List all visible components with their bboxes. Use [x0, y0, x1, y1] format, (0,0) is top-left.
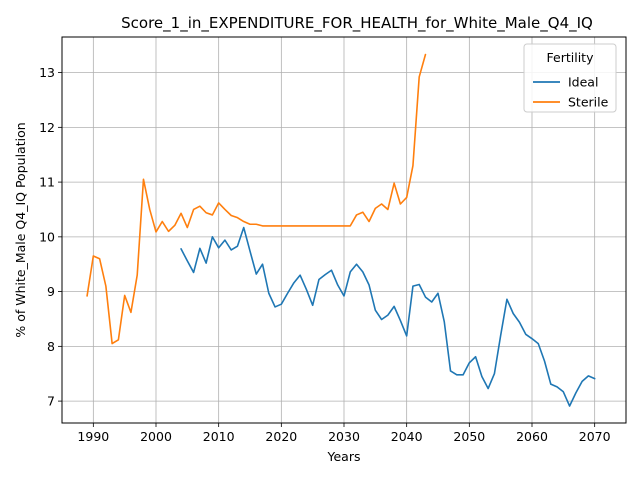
- x-tick-label: 2010: [203, 429, 235, 444]
- y-tick-label: 13: [39, 65, 55, 80]
- x-tick-label: 2020: [265, 429, 297, 444]
- x-tick-label: 2050: [453, 429, 485, 444]
- y-tick-label: 7: [47, 394, 55, 409]
- x-tick-label: 2040: [391, 429, 423, 444]
- x-tick-label: 2070: [579, 429, 611, 444]
- series-line-ideal: [180, 226, 596, 407]
- x-tick-label: 2060: [516, 429, 548, 444]
- x-axis: 1990 2000 2010 2020 2030 2040 2050 2060 2070: [77, 423, 611, 444]
- chart-title: Score_1_in_EXPENDITURE_FOR_HEALTH_for_Wh…: [121, 14, 593, 33]
- x-tick-label: 2030: [328, 429, 360, 444]
- y-tick-label: 9: [47, 284, 55, 299]
- legend-title: Fertility: [547, 50, 595, 65]
- y-tick-label: 10: [39, 229, 55, 244]
- y-tick-label: 12: [39, 120, 55, 135]
- series-line-sterile: [86, 53, 427, 345]
- x-tick-label: 2000: [140, 429, 172, 444]
- legend-label-sterile: Sterile: [568, 95, 609, 110]
- legend-box: [523, 43, 617, 113]
- legend: Fertility Ideal Sterile: [523, 43, 617, 113]
- y-tick-label: 8: [47, 339, 55, 354]
- x-tick-label: 1990: [77, 429, 109, 444]
- series-layer: [86, 53, 596, 407]
- y-axis-label: % of White_Male Q4_IQ Population: [13, 122, 28, 337]
- legend-label-ideal: Ideal: [568, 75, 598, 90]
- y-tick-label: 11: [39, 175, 55, 190]
- y-axis: 7 8 9 10 11 12 13: [39, 65, 62, 409]
- x-axis-label: Years: [327, 449, 361, 464]
